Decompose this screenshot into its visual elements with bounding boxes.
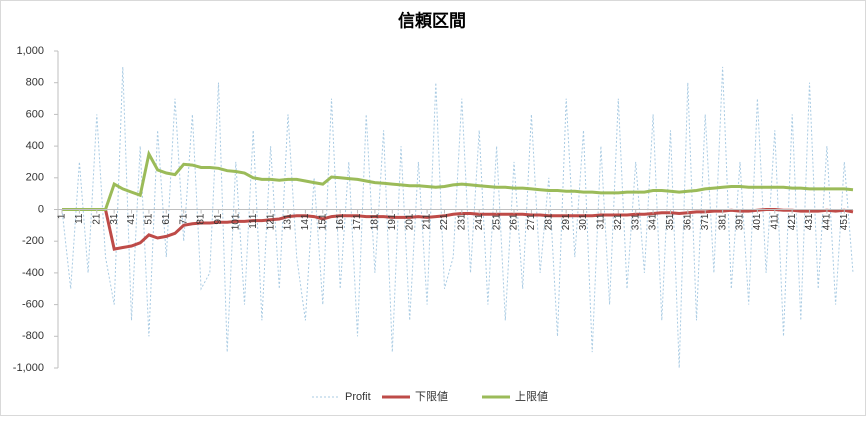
y-tick-label: -200 (22, 235, 44, 247)
x-tick-label: 211 (422, 213, 433, 229)
x-tick-label: 151 (317, 213, 328, 230)
x-tick-label: 291 (561, 213, 572, 230)
x-tick-label: 321 (613, 213, 624, 230)
series-line (61, 66, 854, 369)
x-tick-label: 121 (265, 213, 276, 230)
legend-label: 上限値 (515, 390, 548, 403)
x-tick-label: 431 (804, 213, 815, 230)
legend-label: Profit (345, 391, 371, 403)
y-tick-label: 1,000 (16, 45, 44, 57)
x-tick-label: 101 (230, 213, 241, 230)
x-tick-label: 181 (370, 213, 381, 230)
x-tick-label: 11 (74, 213, 85, 224)
x-tick-label: 21 (91, 213, 102, 225)
y-tick-label: -1,000 (13, 362, 44, 374)
x-tick-label: 91 (213, 213, 224, 225)
x-tick-label: 111 (248, 213, 259, 229)
chart-title: 信頼区間 (398, 10, 466, 30)
x-tick-label: 41 (126, 213, 137, 225)
y-tick-label: 600 (26, 108, 44, 120)
x-tick-label: 341 (648, 213, 659, 230)
series-line (62, 149, 854, 211)
x-tick-label: 171 (352, 213, 363, 230)
y-tick-label: 400 (26, 140, 44, 152)
x-tick-label: 61 (161, 213, 172, 225)
x-tick-label: 231 (456, 213, 467, 230)
y-tick-label: -600 (22, 299, 44, 311)
y-tick-label: 0 (38, 203, 44, 215)
x-tick-label: 391 (735, 213, 746, 230)
x-tick-label: 221 (439, 213, 450, 230)
x-tick-label: 71 (178, 213, 189, 225)
series-line (62, 208, 854, 251)
y-tick-label: 200 (26, 172, 44, 184)
x-tick-label: 381 (717, 213, 728, 230)
x-tick-label: 201 (404, 213, 415, 230)
x-tick-label: 311 (596, 213, 607, 229)
x-tick-label: 411 (769, 213, 780, 229)
x-tick-label: 241 (474, 213, 485, 230)
x-tick-label: 331 (630, 213, 641, 230)
x-tick-label: 271 (526, 213, 537, 230)
x-tick-label: 351 (665, 213, 676, 230)
x-tick-label: 451 (839, 213, 850, 230)
x-tick-label: 31 (109, 213, 120, 225)
x-tick-label: 441 (822, 213, 833, 230)
x-tick-label: 81 (196, 213, 207, 225)
x-tick-label: 191 (387, 213, 398, 230)
x-tick-label: 141 (300, 213, 311, 230)
x-tick-label: 281 (543, 213, 554, 230)
x-tick-label: 371 (700, 213, 711, 230)
x-tick-label: 421 (787, 213, 798, 230)
y-tick-label: 800 (26, 77, 44, 89)
x-tick-label: 401 (752, 213, 763, 230)
x-tick-label: 161 (335, 213, 346, 230)
plot-area (61, 66, 854, 369)
x-tick-label: 261 (509, 213, 520, 230)
x-tick-label: 251 (491, 213, 502, 230)
x-tick-label: 51 (144, 213, 155, 225)
x-tick-label: 361 (682, 213, 693, 230)
y-tick-label: -800 (22, 330, 44, 342)
x-tick-label: 301 (578, 213, 589, 230)
x-tick-label: 1 (57, 213, 68, 219)
legend-label: 下限値 (415, 390, 448, 403)
x-tick-label: 131 (283, 213, 294, 230)
y-tick-label: -400 (22, 267, 44, 279)
